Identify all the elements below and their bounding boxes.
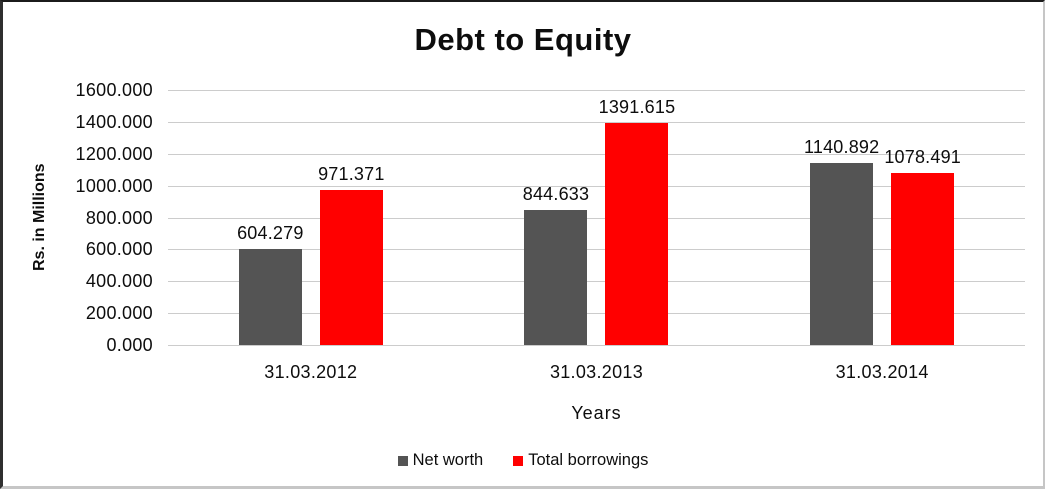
gridline bbox=[168, 249, 1025, 251]
x-axis-category-labels: 31.03.2012 31.03.2013 31.03.2014 bbox=[168, 362, 1025, 386]
bar-net-worth-31.03.2012 bbox=[238, 248, 302, 345]
x-category-label: 31.03.2013 bbox=[549, 362, 644, 382]
y-tick-label: 800.000 bbox=[85, 207, 153, 228]
bar-group-31.03.2013: 844.633 1391.615 bbox=[454, 90, 740, 345]
gridline bbox=[168, 90, 1025, 91]
bar-total-borrowings-31.03.2014 bbox=[891, 173, 955, 345]
y-tick-label: 200.000 bbox=[85, 303, 153, 324]
y-tick-label: 1200.000 bbox=[75, 143, 153, 164]
gridline bbox=[168, 185, 1025, 187]
y-axis-tick-labels: 0.000 200.000 400.000 600.000 800.000 1000.00… bbox=[3, 80, 153, 355]
legend-label: Total borrowings bbox=[528, 451, 649, 469]
y-tick-label: 1600.000 bbox=[75, 80, 153, 100]
x-category-label: 31.03.2014 bbox=[835, 362, 929, 382]
y-tick-label: 0.000 bbox=[106, 335, 153, 355]
gridline bbox=[168, 217, 1025, 219]
gridline bbox=[168, 153, 1025, 155]
bar-group-31.03.2012: 604.279 971.371 bbox=[168, 90, 454, 345]
gridline bbox=[168, 313, 1025, 315]
y-tick-label: 1000.000 bbox=[75, 175, 153, 196]
legend-item-total-borrowings: Total borrowings bbox=[513, 451, 648, 470]
gridline bbox=[168, 121, 1025, 123]
chart-title: Debt to Equity bbox=[414, 22, 632, 57]
y-tick-label: 1400.000 bbox=[75, 111, 153, 132]
legend-swatch-icon bbox=[397, 455, 408, 466]
gridline bbox=[168, 345, 1025, 346]
y-tick-label: 400.000 bbox=[85, 271, 153, 292]
bar-group-31.03.2014: 1140.892 1078.491 bbox=[739, 90, 1025, 345]
y-tick-label: 600.000 bbox=[85, 239, 153, 260]
plot-area: 604.279 971.371 844.633 1391.615 1140.892 107… bbox=[168, 90, 1025, 346]
bar-total-borrowings-31.03.2012 bbox=[319, 190, 383, 345]
bar-value-label: 604.279 bbox=[237, 222, 304, 243]
bar-total-borrowings-31.03.2013 bbox=[605, 123, 669, 345]
bar-value-label: 844.633 bbox=[522, 184, 590, 205]
bar-value-label: 1391.615 bbox=[598, 97, 676, 118]
x-axis-title: Years bbox=[571, 403, 622, 423]
bar-net-worth-31.03.2013 bbox=[524, 210, 588, 345]
bar-value-label: 971.371 bbox=[318, 164, 385, 185]
legend-swatch-icon bbox=[513, 455, 524, 466]
legend-label: Net worth bbox=[412, 451, 484, 469]
bar-value-label: 1140.892 bbox=[803, 137, 880, 158]
legend-item-net-worth: Net worth bbox=[397, 451, 484, 470]
bar-value-label: 1078.491 bbox=[884, 147, 961, 168]
x-category-label: 31.03.2012 bbox=[264, 362, 358, 382]
bar-net-worth-31.03.2014 bbox=[810, 163, 874, 345]
gridline bbox=[168, 281, 1025, 283]
chart-legend: Net worth Total borrowings bbox=[3, 451, 1043, 470]
